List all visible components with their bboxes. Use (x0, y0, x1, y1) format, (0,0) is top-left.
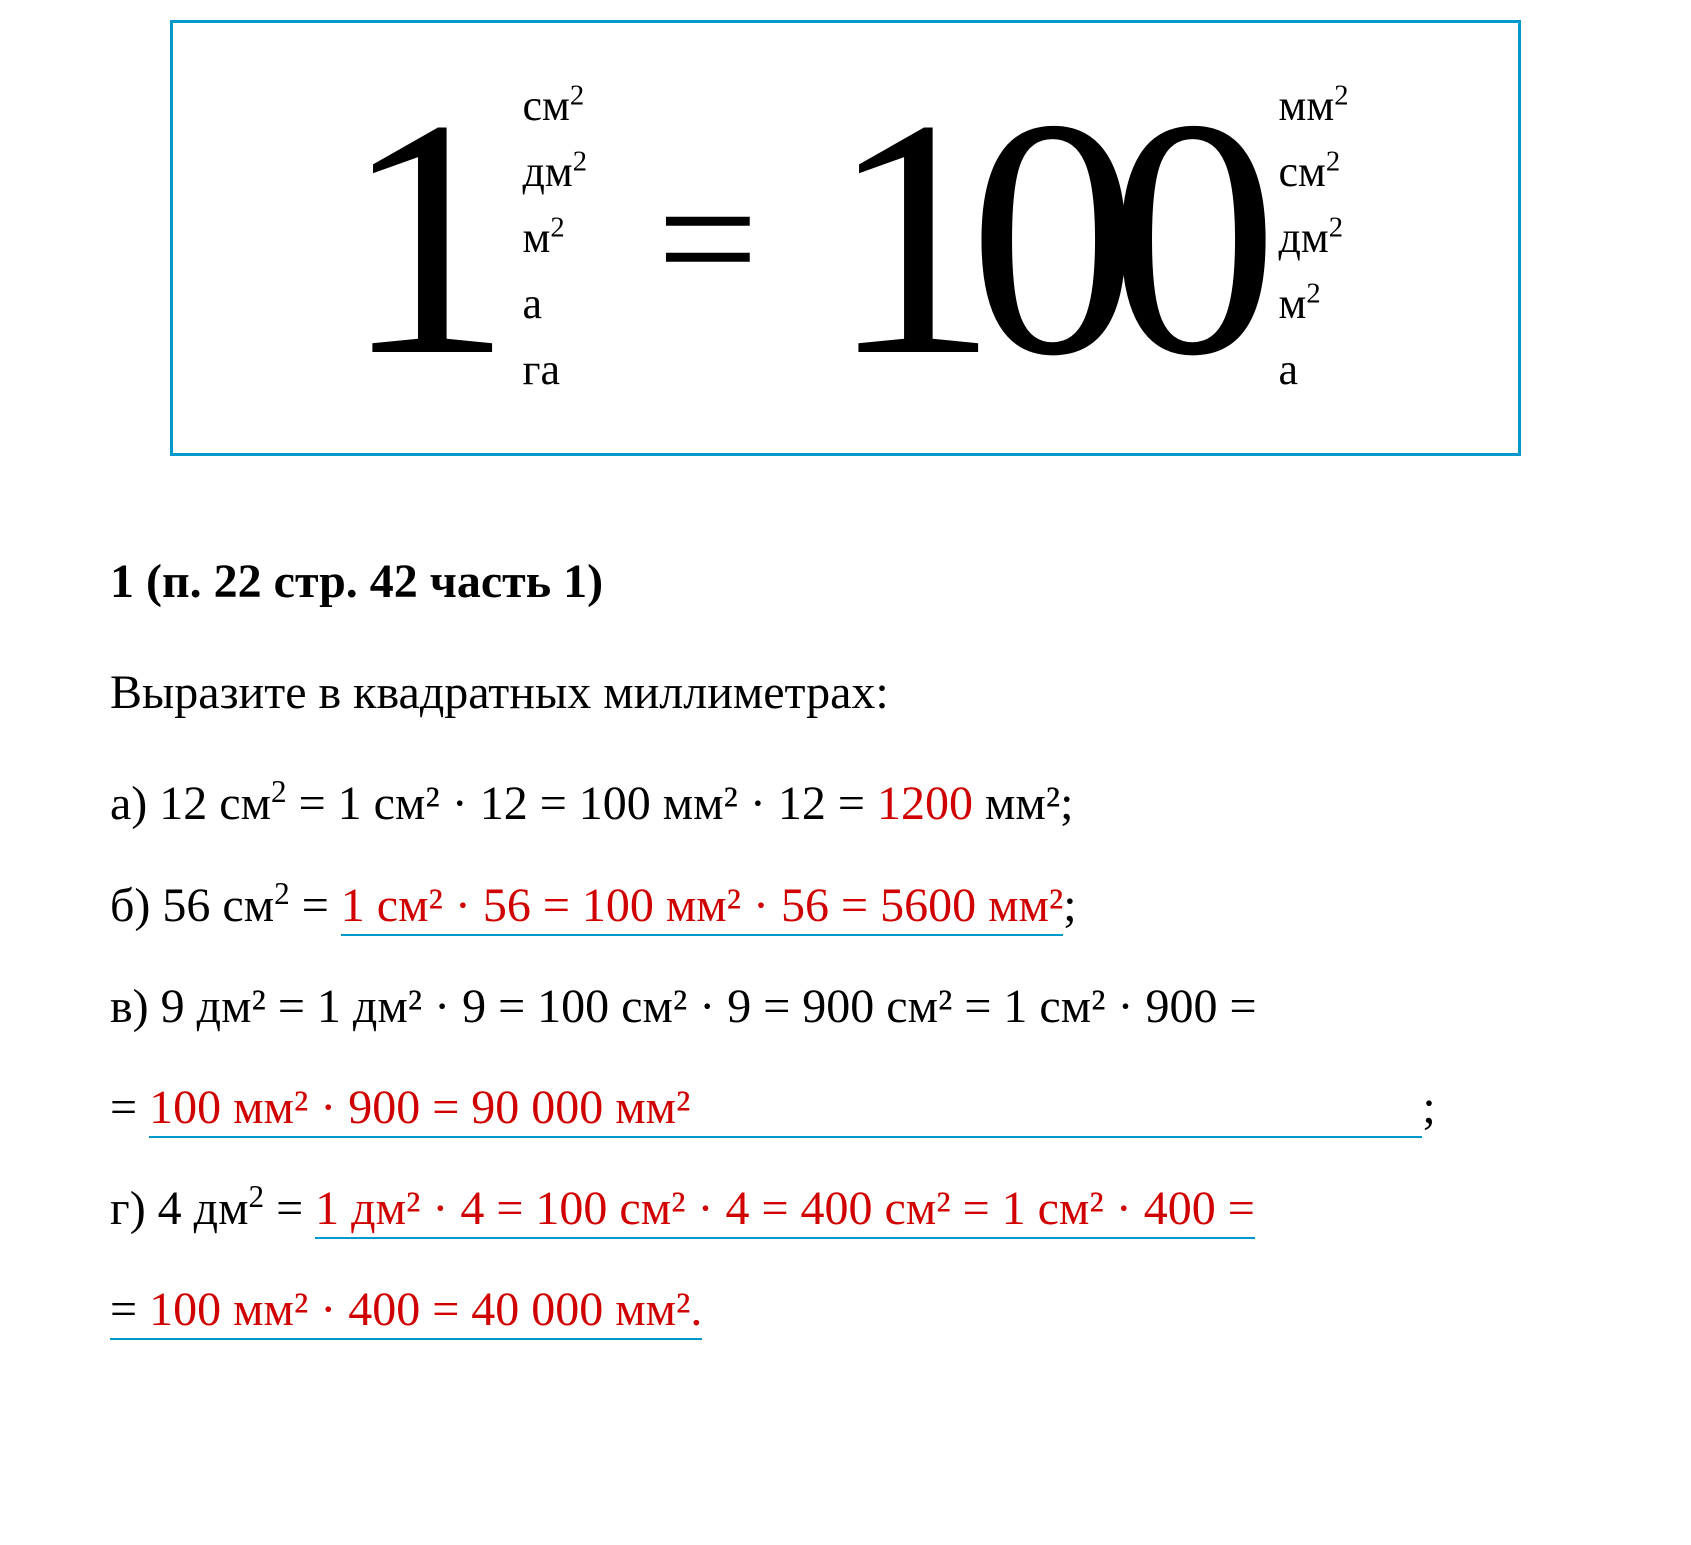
unit-mm2: мм2 (1279, 73, 1349, 139)
answer-a: 1200 (877, 777, 973, 830)
unit-m2-r: м2 (1279, 271, 1349, 337)
item-g-line1: г) 4 дм2 = 1 дм² · 4 = 100 см² · 4 = 400… (110, 1163, 1581, 1254)
formula-right-number: 100 (829, 68, 1249, 408)
unit-cm2-r: см2 (1279, 139, 1349, 205)
exercise-heading: 1 (п. 22 стр. 42 часть 1) (110, 536, 1581, 627)
item-v-line1: в) 9 дм² = 1 дм² · 9 = 100 см² · 9 = 900… (110, 961, 1581, 1052)
unit-ga: га (522, 337, 587, 403)
exercise-content: 1 (п. 22 стр. 42 часть 1) Выразите в ква… (20, 516, 1671, 1386)
formula-right-units: мм2 см2 дм2 м2 а (1279, 53, 1349, 423)
answer-g-line1: 1 дм² · 4 = 100 см² · 4 = 400 см² = 1 см… (315, 1182, 1255, 1239)
formula-equals: = (657, 135, 759, 342)
unit-dm2: дм2 (522, 139, 587, 205)
answer-g-line2: 100 мм² · 400 = 40 000 мм². (149, 1283, 702, 1336)
unit-conversion-formula-box: 1 см2 дм2 м2 а га = 100 мм2 см2 дм2 м2 а (170, 20, 1521, 456)
unit-m2: м2 (522, 205, 587, 271)
answer-b: 1 см² · 56 = 100 мм² · 56 = 5600 мм² (341, 879, 1063, 936)
exercise-prompt: Выразите в квадратных миллиметрах: (110, 647, 1581, 738)
unit-cm2: см2 (522, 73, 587, 139)
unit-a-r: а (1279, 337, 1349, 403)
item-v-line2: = 100 мм² · 900 = 90 000 мм² ; (110, 1062, 1581, 1153)
formula-left-units: см2 дм2 м2 а га (522, 53, 587, 423)
item-a: а) 12 см2 = 1 см² · 12 = 100 мм² · 12 = … (110, 758, 1581, 849)
item-g-line2: = 100 мм² · 400 = 40 000 мм². (110, 1264, 1581, 1355)
item-b: б) 56 см2 = 1 см² · 56 = 100 мм² · 56 = … (110, 860, 1581, 951)
unit-a: а (522, 271, 587, 337)
unit-dm2-r: дм2 (1279, 205, 1349, 271)
formula-left-number: 1 (342, 68, 492, 408)
answer-v: 100 мм² · 900 = 90 000 мм² (149, 1081, 690, 1138)
